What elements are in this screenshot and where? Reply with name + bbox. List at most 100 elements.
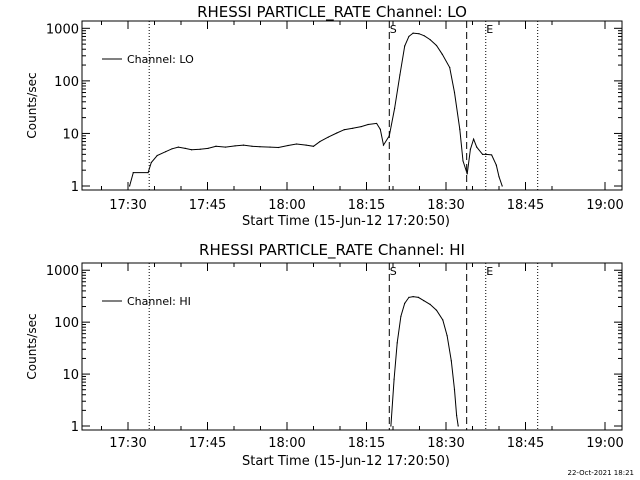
data-point [305, 144, 307, 146]
x-tick-label: 18:15 [348, 198, 385, 213]
data-point [429, 303, 431, 305]
x-tick-label: 18:30 [427, 436, 464, 451]
data-point [459, 128, 461, 130]
data-point [336, 132, 338, 134]
marker-label: E [486, 265, 493, 278]
chart-panel-1: RHESSI PARTICLE_RATE Channel: LO Counts/s… [25, 3, 624, 229]
y-tick-label: 1 [71, 180, 79, 195]
data-point [435, 44, 438, 47]
data-point [251, 145, 253, 147]
data-point [472, 138, 475, 140]
data-point [360, 125, 362, 128]
data-point [462, 160, 464, 162]
x-tick-label: 18:00 [268, 436, 305, 451]
data-point [319, 140, 321, 143]
data-point [449, 66, 451, 69]
data-point [171, 148, 173, 150]
data-point [399, 74, 401, 76]
data-point [453, 389, 456, 391]
marker-label: E [486, 23, 493, 36]
data-point [490, 154, 493, 156]
y-axis-label: Counts/sec [25, 313, 39, 379]
data-point [375, 122, 378, 125]
y-tick-label: 10 [62, 127, 79, 142]
data-point [234, 145, 236, 147]
data-point [457, 425, 459, 427]
marker-label: S [390, 265, 397, 278]
data-point [423, 300, 425, 302]
x-tick-label: 17:45 [189, 198, 226, 213]
x-tick-label: 19:00 [586, 436, 623, 451]
data-point [404, 45, 406, 47]
data-point [453, 91, 456, 94]
data-point [215, 145, 217, 147]
x-axis-label: Start Time (15-Jun-12 17:20:50) [242, 214, 450, 229]
data-point [466, 173, 468, 175]
data-point [435, 309, 438, 311]
plot-frame [81, 262, 623, 431]
data-point [191, 149, 193, 151]
data-point [495, 164, 497, 166]
x-tick-label: 18:45 [507, 198, 544, 213]
y-axis-label: Counts/sec [25, 72, 39, 138]
x-tick-label: 18:45 [507, 436, 544, 451]
data-point [446, 335, 448, 337]
data-point [156, 154, 158, 157]
y-tick-label: 100 [54, 75, 79, 90]
data-point [132, 171, 134, 174]
data-point [408, 35, 410, 38]
data-point [408, 296, 410, 298]
data-point [417, 296, 420, 298]
data-point [412, 32, 414, 34]
data-point [501, 185, 503, 187]
data-point [429, 38, 431, 41]
x-tick-label: 17:30 [109, 436, 146, 451]
data-point [147, 171, 149, 174]
marker-label: S [390, 23, 397, 36]
data-point [327, 136, 329, 138]
chart-panel-2: RHESSI PARTICLE_RATE Channel: HI Counts/s… [25, 241, 624, 469]
data-point [396, 342, 398, 344]
data-point [343, 129, 345, 131]
y-tick-label: 100 [54, 316, 79, 331]
data-point [128, 185, 131, 187]
x-tick-label: 17:45 [189, 436, 226, 451]
data-point [277, 146, 280, 149]
data-point [287, 144, 289, 147]
data-point [165, 151, 167, 153]
data-point [404, 302, 406, 304]
y-tick-label: 1000 [46, 264, 79, 279]
data-point [456, 414, 458, 417]
data-point [184, 147, 186, 149]
data-point [367, 123, 369, 126]
x-tick-label: 17:30 [109, 198, 146, 213]
data-point [400, 315, 402, 317]
legend-label: Channel: LO [127, 53, 194, 66]
data-point [207, 147, 209, 149]
y-tick-label: 1000 [46, 22, 79, 37]
chart-title: RHESSI PARTICLE_RATE Channel: LO [197, 3, 467, 22]
generated-date: 22-Oct-2021 18:21 [567, 469, 634, 477]
data-point [388, 135, 390, 137]
data-point [441, 53, 443, 55]
data-point [224, 146, 227, 148]
data-point [390, 425, 392, 427]
data-point [498, 176, 500, 178]
data-point [450, 360, 452, 362]
data-point [259, 146, 261, 148]
plot-frame [81, 20, 623, 191]
data-point [418, 33, 420, 35]
y-tick-label: 10 [62, 368, 79, 383]
data-point [412, 296, 414, 298]
x-tick-label: 19:00 [586, 198, 623, 213]
data-point [393, 107, 396, 109]
data-point [199, 148, 201, 150]
data-point [423, 35, 425, 37]
x-tick-label: 18:00 [268, 198, 305, 213]
data-point [295, 143, 298, 145]
data-point [469, 148, 471, 150]
data-point [382, 144, 385, 146]
x-tick-label: 18:30 [427, 198, 464, 213]
data-point [312, 145, 315, 147]
